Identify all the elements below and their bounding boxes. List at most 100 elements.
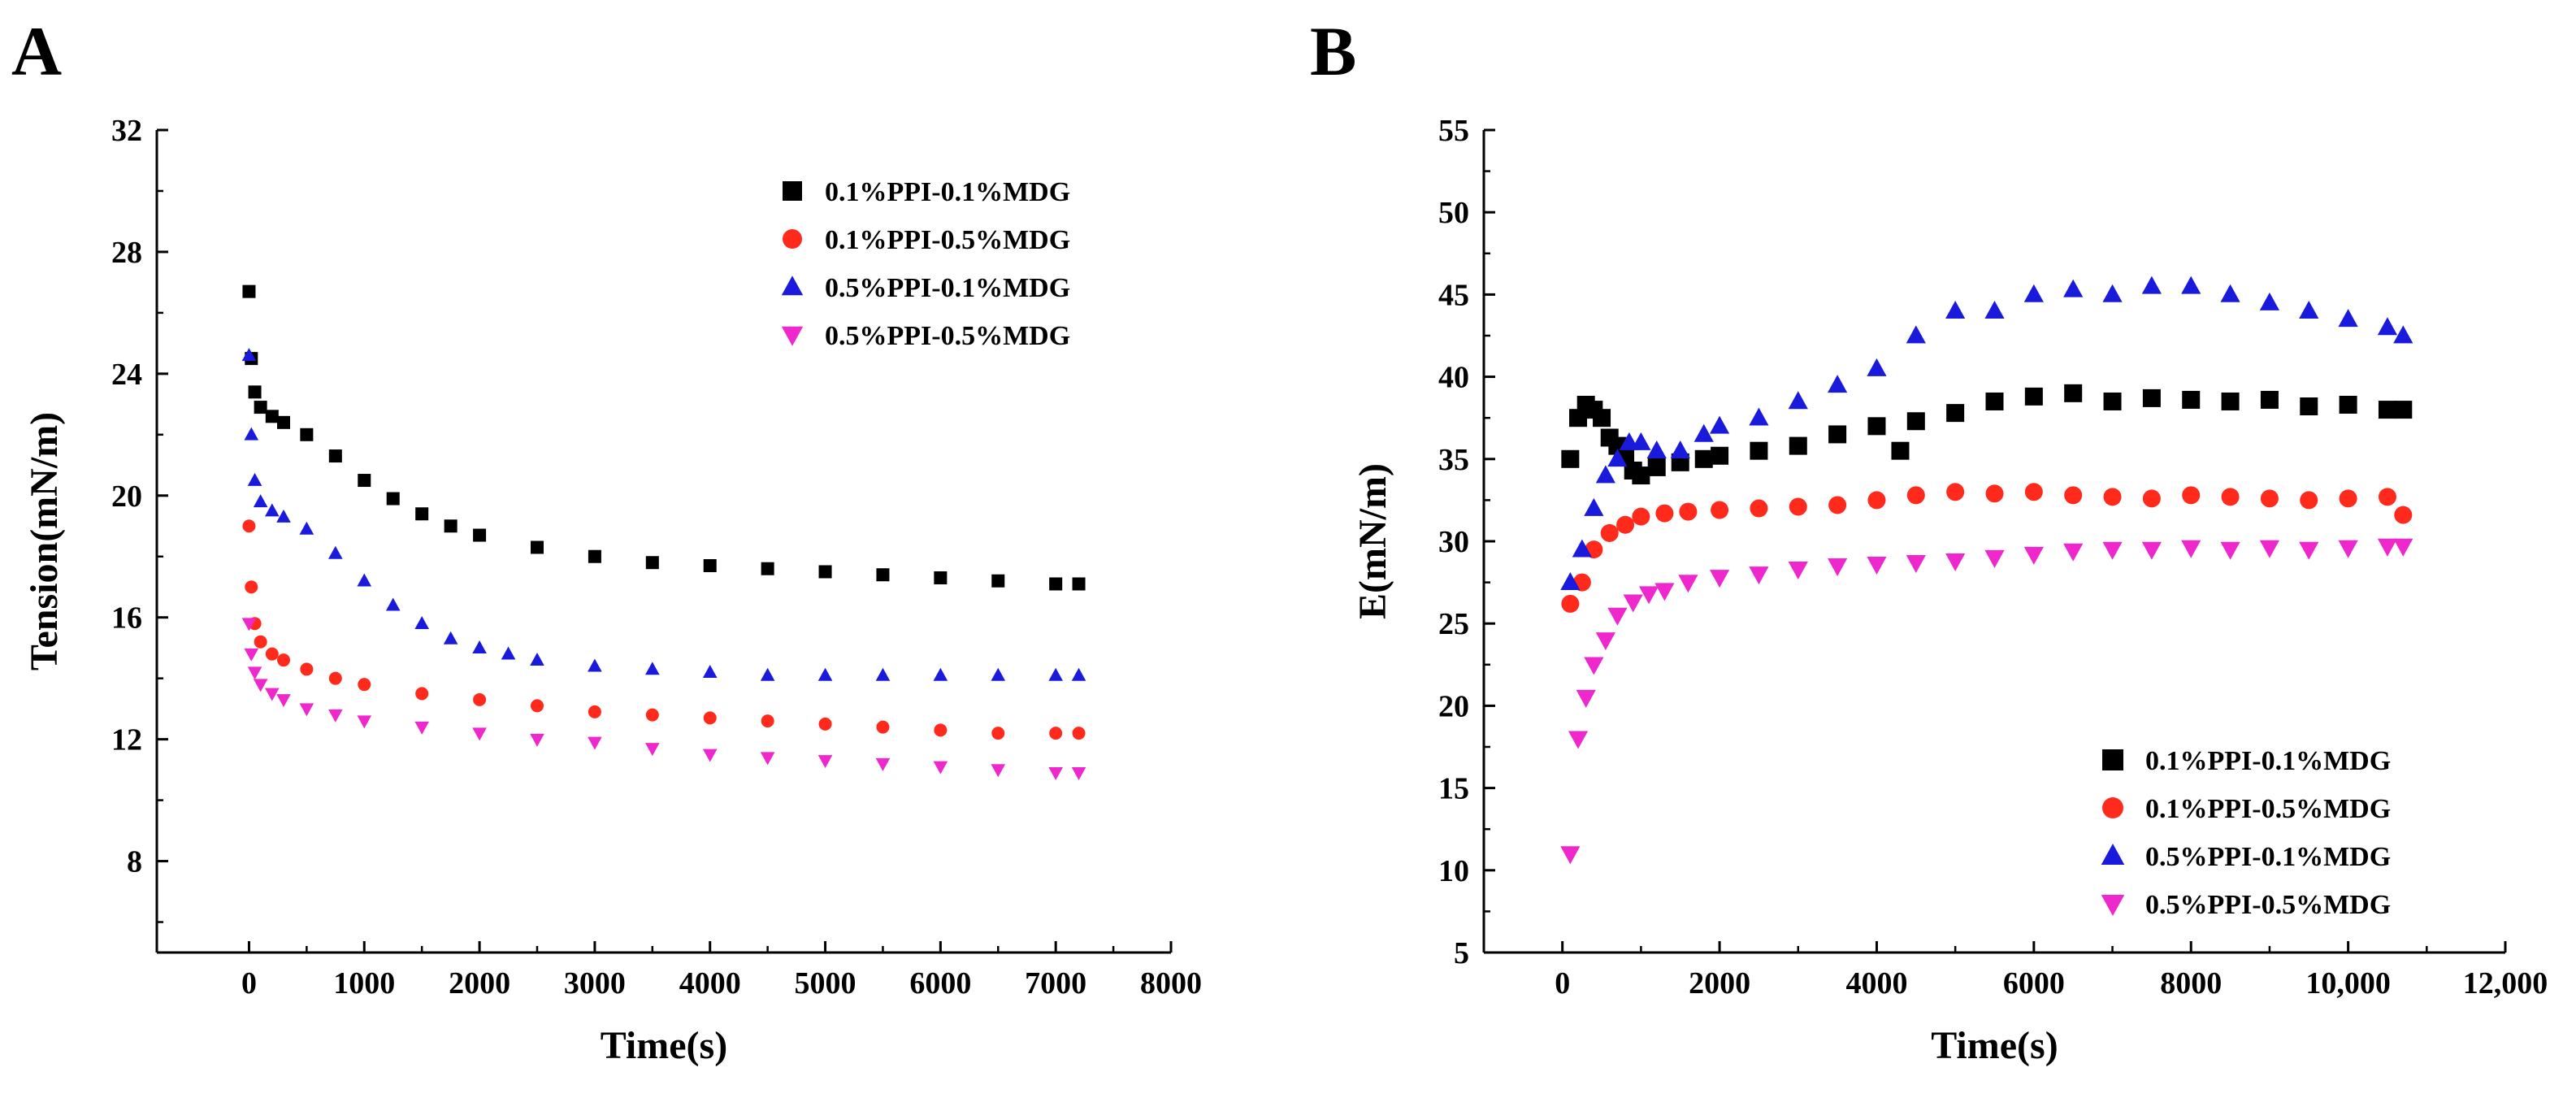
data-point — [2394, 401, 2413, 419]
data-point — [933, 667, 948, 681]
data-point — [761, 562, 774, 575]
data-point — [876, 720, 890, 734]
legend-label: 0.1%PPI-0.5%MDG — [825, 225, 1070, 255]
data-point — [1984, 300, 2005, 319]
x-tick-label: 8000 — [2160, 966, 2222, 1000]
x-tick-label: 8000 — [1140, 966, 1202, 1000]
data-point — [241, 618, 257, 631]
data-point — [1600, 523, 1619, 542]
data-point — [253, 679, 268, 692]
data-point — [2181, 540, 2201, 558]
data-point — [247, 472, 262, 486]
data-point — [444, 519, 458, 533]
data-point — [2182, 486, 2201, 505]
data-point — [2063, 543, 2084, 562]
legend-label: 0.1%PPI-0.1%MDG — [2145, 746, 2391, 776]
data-point — [1607, 607, 1628, 626]
data-point — [761, 714, 774, 728]
data-point — [2102, 284, 2123, 302]
data-point — [1985, 392, 2004, 410]
data-point — [875, 667, 891, 681]
data-point — [588, 549, 601, 563]
data-point — [241, 348, 257, 362]
data-point — [358, 474, 371, 488]
data-point — [414, 721, 429, 735]
data-point — [473, 692, 487, 706]
legend-label: 0.5%PPI-0.5%MDG — [2145, 890, 2391, 920]
data-point — [1632, 507, 1650, 526]
data-point — [1670, 440, 1690, 459]
legend-marker — [2101, 894, 2125, 916]
data-point — [645, 662, 660, 675]
data-point — [2024, 483, 2043, 501]
data-point — [1945, 553, 1966, 571]
data-point — [991, 667, 1006, 681]
data-point — [248, 385, 262, 399]
data-point — [875, 757, 891, 771]
data-point — [276, 509, 291, 523]
data-point — [1906, 412, 1925, 431]
data-point — [1584, 497, 1604, 516]
data-point — [1638, 586, 1659, 605]
y-tick-label: 55 — [1438, 114, 1469, 148]
data-point — [1654, 583, 1675, 601]
chart-a: 0 1000 2000 3000 4000 5000 6000 7000 8000 8 12 16 20… — [23, 114, 1202, 1067]
y-tick-label: 16 — [111, 601, 142, 636]
data-point — [702, 664, 718, 678]
data-point — [1891, 441, 1910, 460]
data-point — [328, 449, 342, 463]
data-point — [1560, 846, 1581, 865]
data-point — [1049, 727, 1063, 740]
legend-marker — [783, 181, 802, 201]
data-point — [2064, 486, 2083, 505]
x-tick-label: 6000 — [2003, 966, 2065, 1000]
data-point — [1788, 391, 1808, 410]
data-point — [2378, 488, 2396, 506]
legend: 0.1%PPI-0.1%MDG 0.1%PPI-0.5%MDG 0.5%PPI-0.… — [2101, 746, 2391, 920]
data-point — [2259, 292, 2280, 310]
data-point — [328, 545, 343, 559]
y-tick-label: 25 — [1438, 607, 1469, 641]
x-tick-label: 0 — [1555, 966, 1570, 1000]
series-3 — [1560, 276, 2413, 590]
x-axis-title: Time(s) — [601, 1024, 727, 1067]
data-point — [991, 764, 1006, 778]
y-tick-label: 24 — [111, 358, 142, 392]
y-tick-label: 30 — [1438, 525, 1469, 559]
data-point — [2064, 384, 2083, 402]
data-point — [2023, 284, 2044, 302]
data-point — [2393, 325, 2413, 344]
series-4 — [241, 618, 1086, 781]
y-tick-label: 15 — [1438, 772, 1469, 806]
data-point — [1632, 467, 1650, 485]
data-point — [1049, 577, 1063, 591]
data-point — [1631, 432, 1651, 450]
data-point — [2338, 309, 2358, 328]
data-point — [1560, 571, 1581, 590]
data-point — [415, 507, 429, 521]
data-point — [265, 647, 279, 661]
data-point — [328, 709, 343, 723]
data-point — [1788, 562, 1808, 580]
data-point — [2024, 387, 2043, 406]
data-point — [247, 666, 262, 680]
data-point — [817, 755, 833, 769]
data-point — [1711, 501, 1729, 519]
data-point — [300, 427, 314, 441]
data-point — [588, 736, 602, 750]
series-2 — [242, 519, 1086, 740]
data-point — [531, 540, 544, 554]
data-point — [1828, 375, 1848, 393]
y-tick-label: 50 — [1438, 196, 1469, 230]
x-tick-label: 7000 — [1025, 966, 1086, 1000]
data-point — [760, 667, 775, 681]
data-point — [1561, 449, 1580, 468]
data-point — [1678, 575, 1698, 593]
data-point — [254, 635, 267, 649]
x-tick-label: 0 — [241, 966, 257, 1000]
data-point — [443, 631, 458, 644]
data-point — [530, 652, 544, 666]
data-point — [253, 494, 268, 508]
data-point — [1693, 423, 1714, 442]
y-tick-label: 12 — [111, 723, 142, 757]
